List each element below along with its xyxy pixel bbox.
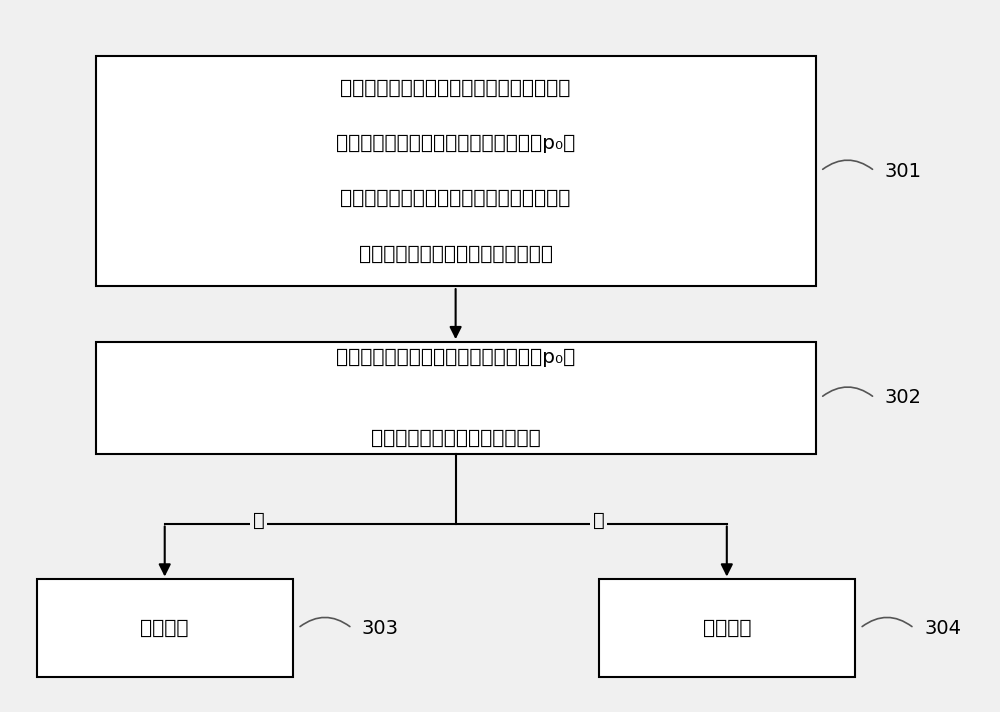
Text: 302: 302 — [885, 388, 922, 407]
Text: 是: 是 — [253, 511, 264, 530]
Text: 忽略该点: 忽略该点 — [703, 619, 751, 638]
Text: 303: 303 — [362, 619, 399, 638]
Text: 否: 否 — [593, 511, 604, 530]
Text: 距离是否处于距离阈值区间之中: 距离是否处于距离阈值区间之中 — [371, 429, 540, 448]
Text: 判断当前包围盒中的某一点距离中心点p₀的: 判断当前包围盒中的某一点距离中心点p₀的 — [336, 348, 575, 367]
FancyBboxPatch shape — [37, 580, 293, 677]
FancyBboxPatch shape — [599, 580, 855, 677]
Text: 为点云建立用于表示点云网格空间的包围盒: 为点云建立用于表示点云网格空间的包围盒 — [340, 78, 571, 98]
FancyBboxPatch shape — [96, 342, 816, 454]
FancyBboxPatch shape — [96, 56, 816, 286]
Text: 304: 304 — [924, 619, 961, 638]
Text: 删除该点: 删除该点 — [140, 619, 189, 638]
Text: 数据结构，并计算当前包围盒的中心点p₀与: 数据结构，并计算当前包围盒的中心点p₀与 — [336, 134, 575, 153]
Text: 301: 301 — [885, 162, 922, 181]
Text: 所述当前包围盒中其他点的距离及距离的均: 所述当前包围盒中其他点的距离及距离的均 — [340, 189, 571, 208]
Text: 值和用于表示数据离散程度的标准差: 值和用于表示数据离散程度的标准差 — [359, 244, 553, 263]
